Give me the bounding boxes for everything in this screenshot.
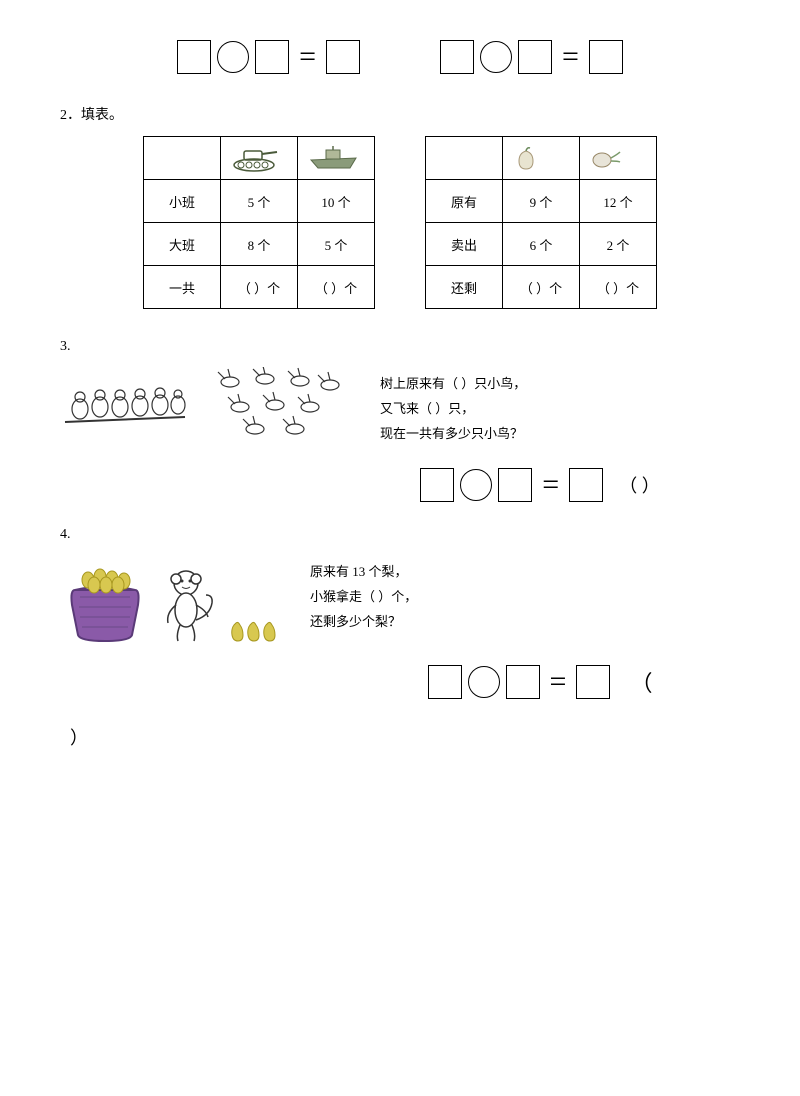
q2-table-1: 小班 5 个 10 个 大班 8 个 5 个 一共 （ ）个 （ ）个 xyxy=(143,136,375,309)
table-cell[interactable]: （ ）个 xyxy=(503,266,580,309)
table-cell: 12 个 xyxy=(580,180,657,223)
blank-square[interactable] xyxy=(498,468,532,502)
q3-line2: 又飞来（ ）只， xyxy=(380,398,526,417)
q4-text: 原来有 13 个梨， 小猴拿走（ ）个， 还剩多少个梨？ xyxy=(310,555,417,636)
table-cell: 一共 xyxy=(144,266,221,309)
equals-sign: = xyxy=(550,665,567,699)
blank-circle[interactable] xyxy=(468,666,500,698)
radish-icon xyxy=(580,137,657,180)
table-cell: 2 个 xyxy=(580,223,657,266)
paren-open: （ xyxy=(630,666,652,698)
blank-square[interactable] xyxy=(576,665,610,699)
paren-blank[interactable]: （ ） xyxy=(619,472,660,498)
table-cell: 还剩 xyxy=(426,266,503,309)
ship-icon xyxy=(298,137,375,180)
q4-line1: 原来有 13 个梨， xyxy=(310,561,417,580)
blank-square[interactable] xyxy=(569,468,603,502)
birds-flying-icon xyxy=(210,367,350,447)
table-row: 小班 5 个 10 个 xyxy=(144,180,375,223)
blank-circle[interactable] xyxy=(217,41,249,73)
q4-label: 4. xyxy=(60,527,740,543)
table-cell: 9 个 xyxy=(503,180,580,223)
q4-line3: 还剩多少个梨？ xyxy=(310,611,417,630)
table-cell: 原有 xyxy=(426,180,503,223)
table-cell xyxy=(426,137,503,180)
table-cell: 卖出 xyxy=(426,223,503,266)
table-row xyxy=(426,137,657,180)
q4-equation: = （ xyxy=(340,665,740,699)
equation-blank-1: = xyxy=(177,40,360,74)
table-row: 大班 8 个 5 个 xyxy=(144,223,375,266)
q3-images xyxy=(60,367,360,447)
q3-equation: = （ ） xyxy=(340,468,740,502)
table-row: 卖出 6 个 2 个 xyxy=(426,223,657,266)
blank-circle[interactable] xyxy=(480,41,512,73)
q2-table-2: 原有 9 个 12 个 卖出 6 个 2 个 还剩 （ ）个 （ ）个 xyxy=(425,136,657,309)
q3-label: 3. xyxy=(60,339,740,355)
blank-square[interactable] xyxy=(506,665,540,699)
blank-square[interactable] xyxy=(420,468,454,502)
table-cell[interactable]: （ ）个 xyxy=(580,266,657,309)
q3-text: 树上原来有（ ）只小鸟， 又飞来（ ）只， 现在一共有多少只小鸟？ xyxy=(380,367,526,448)
equals-sign: = xyxy=(299,40,316,74)
table-cell: 大班 xyxy=(144,223,221,266)
q3-content: 树上原来有（ ）只小鸟， 又飞来（ ）只， 现在一共有多少只小鸟？ xyxy=(60,367,740,448)
table-cell: 8 个 xyxy=(221,223,298,266)
equals-sign: = xyxy=(562,40,579,74)
paren-close: ） xyxy=(70,724,740,750)
q4-images xyxy=(60,555,290,645)
table-row: 原有 9 个 12 个 xyxy=(426,180,657,223)
blank-square[interactable] xyxy=(589,40,623,74)
equals-sign: = xyxy=(542,468,559,502)
table-cell xyxy=(144,137,221,180)
blank-square[interactable] xyxy=(518,40,552,74)
table-row: 还剩 （ ）个 （ ）个 xyxy=(426,266,657,309)
equation-row-top: = = xyxy=(60,40,740,74)
equation-blank-2: = xyxy=(440,40,623,74)
table-cell[interactable]: （ ）个 xyxy=(298,266,375,309)
birds-perched-icon xyxy=(60,367,190,447)
q2-label: 2．填表。 xyxy=(60,104,740,124)
q3-line1: 树上原来有（ ）只小鸟， xyxy=(380,373,526,392)
pears-ground-icon xyxy=(226,615,276,645)
blank-square[interactable] xyxy=(177,40,211,74)
monkey-icon xyxy=(158,565,218,645)
table-cell: 10 个 xyxy=(298,180,375,223)
q3-line3: 现在一共有多少只小鸟？ xyxy=(380,423,526,442)
table-row xyxy=(144,137,375,180)
q4-line2: 小猴拿走（ ）个， xyxy=(310,586,417,605)
table-cell: 6 个 xyxy=(503,223,580,266)
basket-pears-icon xyxy=(60,555,150,645)
table-cell: 5 个 xyxy=(298,223,375,266)
blank-square[interactable] xyxy=(326,40,360,74)
tank-icon xyxy=(221,137,298,180)
table-cell[interactable]: （ ）个 xyxy=(221,266,298,309)
blank-square[interactable] xyxy=(428,665,462,699)
peach-icon xyxy=(503,137,580,180)
table-cell: 小班 xyxy=(144,180,221,223)
blank-square[interactable] xyxy=(255,40,289,74)
table-row: 一共 （ ）个 （ ）个 xyxy=(144,266,375,309)
blank-circle[interactable] xyxy=(460,469,492,501)
blank-square[interactable] xyxy=(440,40,474,74)
q2-tables: 小班 5 个 10 个 大班 8 个 5 个 一共 （ ）个 （ ）个 xyxy=(60,136,740,309)
q4-content: 原来有 13 个梨， 小猴拿走（ ）个， 还剩多少个梨？ xyxy=(60,555,740,645)
table-cell: 5 个 xyxy=(221,180,298,223)
